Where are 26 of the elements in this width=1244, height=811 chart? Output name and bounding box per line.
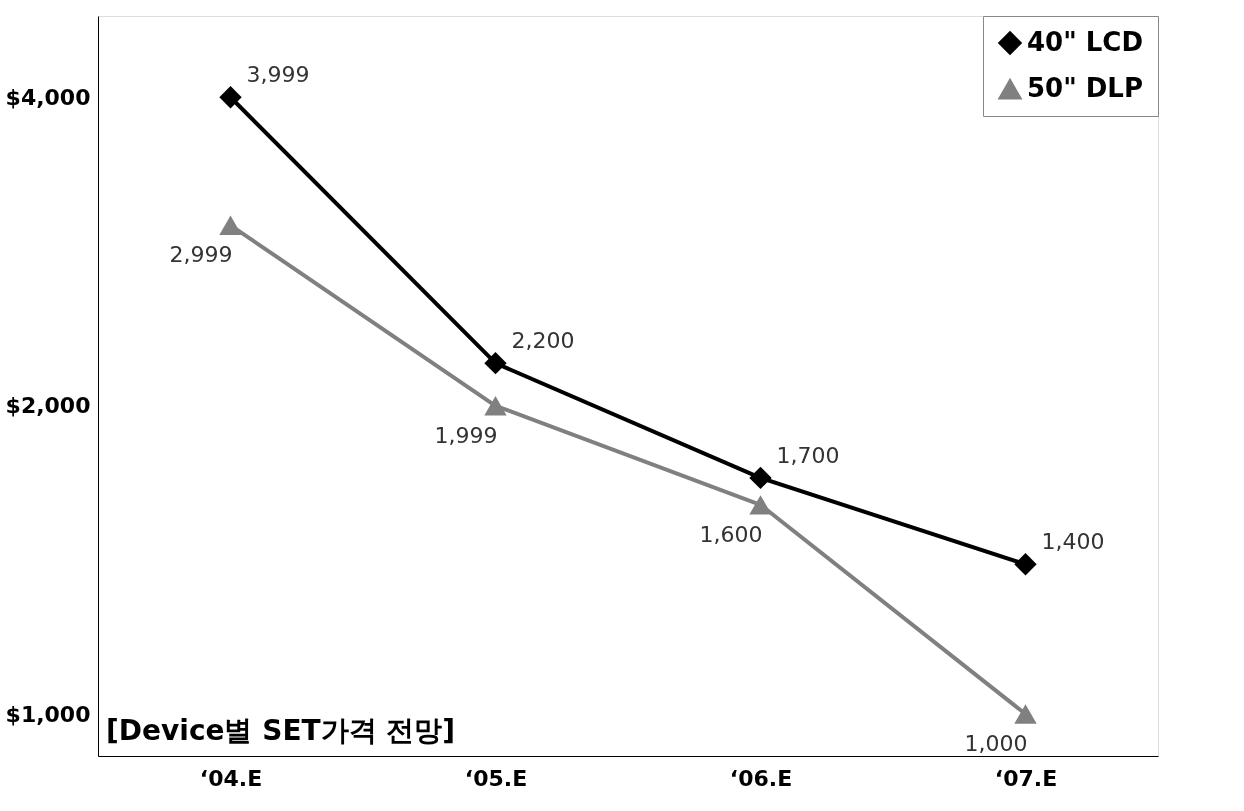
text: [Device별 SET가격 전망] bbox=[106, 714, 456, 747]
data-label: 1,700 bbox=[776, 442, 840, 468]
data-label: 1,600 bbox=[699, 521, 763, 547]
data-label: 2,999 bbox=[169, 242, 233, 268]
y-tick-label: $1,000 bbox=[5, 701, 91, 727]
point bbox=[1014, 553, 1037, 576]
x-tick-label: ‘05.E bbox=[464, 765, 528, 791]
data-label: 1,999 bbox=[434, 422, 498, 448]
x-tick-label: ‘04.E bbox=[199, 765, 263, 791]
point bbox=[219, 86, 242, 109]
point bbox=[484, 351, 507, 375]
legend-label: 40" LCD bbox=[1027, 27, 1144, 57]
y-tick-label: $2,000 bbox=[5, 393, 91, 419]
data-label: 2,200 bbox=[511, 328, 575, 354]
legend-label: 50" DLP bbox=[1027, 73, 1143, 103]
x-tick-label: ‘07.E bbox=[994, 765, 1058, 791]
data-label: 1,400 bbox=[1041, 529, 1105, 555]
point bbox=[749, 466, 772, 490]
y-tick-label: $4,000 bbox=[5, 84, 91, 110]
x-tick-label: ‘06.E bbox=[729, 765, 793, 791]
data-label: 3,999 bbox=[246, 62, 310, 88]
point bbox=[1014, 704, 1037, 724]
point bbox=[484, 396, 507, 416]
data-label: 1,000 bbox=[964, 731, 1028, 757]
point bbox=[219, 215, 242, 235]
point bbox=[749, 495, 772, 515]
